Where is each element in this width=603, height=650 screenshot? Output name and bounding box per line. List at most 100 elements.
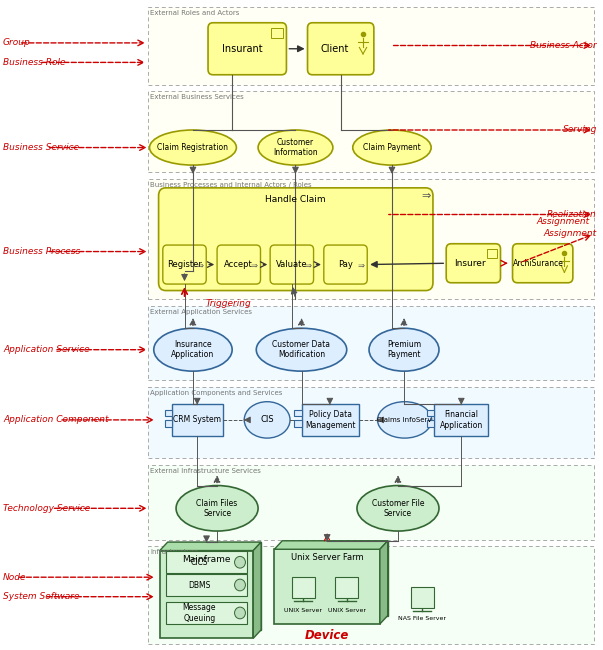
Text: Insurer: Insurer	[455, 259, 486, 268]
Bar	[292, 577, 315, 598]
Text: Mainframe: Mainframe	[182, 554, 231, 564]
Bar	[427, 421, 434, 427]
Text: Application Component: Application Component	[3, 415, 109, 424]
Text: Register: Register	[167, 260, 202, 269]
Text: Business Service: Business Service	[3, 143, 79, 152]
Bar	[148, 6, 594, 84]
Bar	[160, 551, 253, 638]
Ellipse shape	[176, 486, 258, 531]
Bar	[148, 306, 594, 380]
Text: Claim Registration: Claim Registration	[157, 143, 229, 152]
Bar	[166, 574, 247, 596]
Text: Message
Queuing: Message Queuing	[183, 603, 216, 623]
Text: Assignment: Assignment	[537, 216, 590, 226]
Ellipse shape	[150, 130, 236, 165]
Text: System Software: System Software	[3, 592, 80, 601]
Bar	[172, 404, 223, 436]
Text: External Application Services: External Application Services	[150, 309, 252, 315]
Polygon shape	[274, 541, 388, 549]
Bar	[302, 404, 359, 436]
Bar	[282, 541, 388, 616]
Text: Infrastructure: Infrastructure	[150, 549, 198, 555]
Text: Client: Client	[320, 44, 349, 54]
Bar	[271, 28, 283, 38]
Text: Technology Service: Technology Service	[3, 504, 90, 513]
Bar	[434, 404, 488, 436]
Ellipse shape	[353, 130, 431, 165]
FancyBboxPatch shape	[308, 23, 374, 75]
Bar	[168, 542, 261, 630]
Bar	[335, 577, 358, 598]
Text: External Roles and Actors: External Roles and Actors	[150, 10, 239, 16]
Bar	[487, 249, 497, 258]
FancyBboxPatch shape	[159, 188, 433, 291]
Ellipse shape	[244, 402, 290, 438]
Text: DBMS: DBMS	[188, 580, 210, 590]
Text: Application Components and Services: Application Components and Services	[150, 390, 283, 396]
Text: Premium
Payment: Premium Payment	[387, 340, 421, 359]
Polygon shape	[380, 541, 388, 624]
Polygon shape	[253, 542, 261, 638]
Text: Handle Claim: Handle Claim	[265, 195, 326, 204]
Text: Claims InfoServ: Claims InfoServ	[377, 417, 432, 423]
Bar	[148, 91, 594, 172]
Bar	[148, 179, 594, 299]
Bar	[148, 465, 594, 540]
FancyBboxPatch shape	[513, 244, 573, 283]
Text: Application Service: Application Service	[3, 345, 90, 354]
Ellipse shape	[154, 328, 232, 371]
Text: ⇒: ⇒	[304, 260, 311, 269]
FancyBboxPatch shape	[208, 23, 286, 75]
Text: Node: Node	[3, 573, 27, 582]
Bar	[294, 421, 302, 427]
Text: ArchiSurance: ArchiSurance	[513, 259, 563, 268]
Text: Serving: Serving	[563, 125, 597, 135]
Text: Business Process: Business Process	[3, 247, 80, 256]
Text: Customer Data
Modification: Customer Data Modification	[273, 340, 330, 359]
Text: UNIX Server: UNIX Server	[327, 608, 366, 614]
Ellipse shape	[357, 486, 439, 531]
Bar	[274, 549, 380, 624]
Text: Valuate: Valuate	[276, 260, 308, 269]
Text: Customer
Information: Customer Information	[273, 138, 318, 157]
Text: Customer File
Service: Customer File Service	[371, 499, 425, 518]
FancyBboxPatch shape	[270, 245, 314, 284]
Ellipse shape	[235, 556, 245, 568]
Text: ⇒: ⇒	[358, 260, 365, 269]
Text: Unix Server Farm: Unix Server Farm	[291, 553, 364, 562]
Text: Device: Device	[305, 629, 349, 642]
Ellipse shape	[258, 130, 333, 165]
Bar	[294, 410, 302, 416]
Text: UNIX Server: UNIX Server	[284, 608, 323, 614]
Text: Pay: Pay	[338, 260, 353, 269]
Ellipse shape	[235, 607, 245, 619]
FancyBboxPatch shape	[446, 244, 500, 283]
Text: CICS: CICS	[191, 558, 208, 567]
FancyBboxPatch shape	[217, 245, 260, 284]
Polygon shape	[160, 542, 261, 551]
Text: External Infrastructure Services: External Infrastructure Services	[150, 468, 261, 474]
Text: Realization: Realization	[547, 210, 597, 219]
Bar	[165, 421, 172, 427]
Text: CIS: CIS	[260, 415, 274, 424]
Ellipse shape	[369, 328, 439, 371]
Text: Business Role: Business Role	[3, 58, 66, 67]
FancyBboxPatch shape	[324, 245, 367, 284]
Ellipse shape	[256, 328, 347, 371]
Ellipse shape	[377, 402, 432, 438]
Text: Business Actor: Business Actor	[531, 41, 597, 50]
Text: ⇒: ⇒	[251, 260, 258, 269]
Text: CRM System: CRM System	[174, 415, 221, 424]
Bar	[148, 387, 594, 458]
Bar	[166, 602, 247, 624]
Text: External Business Services: External Business Services	[150, 94, 244, 100]
Text: Claim Payment: Claim Payment	[363, 143, 421, 152]
Text: Insurance
Application: Insurance Application	[171, 340, 215, 359]
Ellipse shape	[235, 579, 245, 591]
Text: Assignment: Assignment	[544, 229, 597, 239]
Bar	[427, 410, 434, 416]
Text: Accept: Accept	[224, 260, 253, 269]
Bar	[411, 587, 434, 608]
Bar	[165, 410, 172, 416]
FancyBboxPatch shape	[163, 245, 206, 284]
